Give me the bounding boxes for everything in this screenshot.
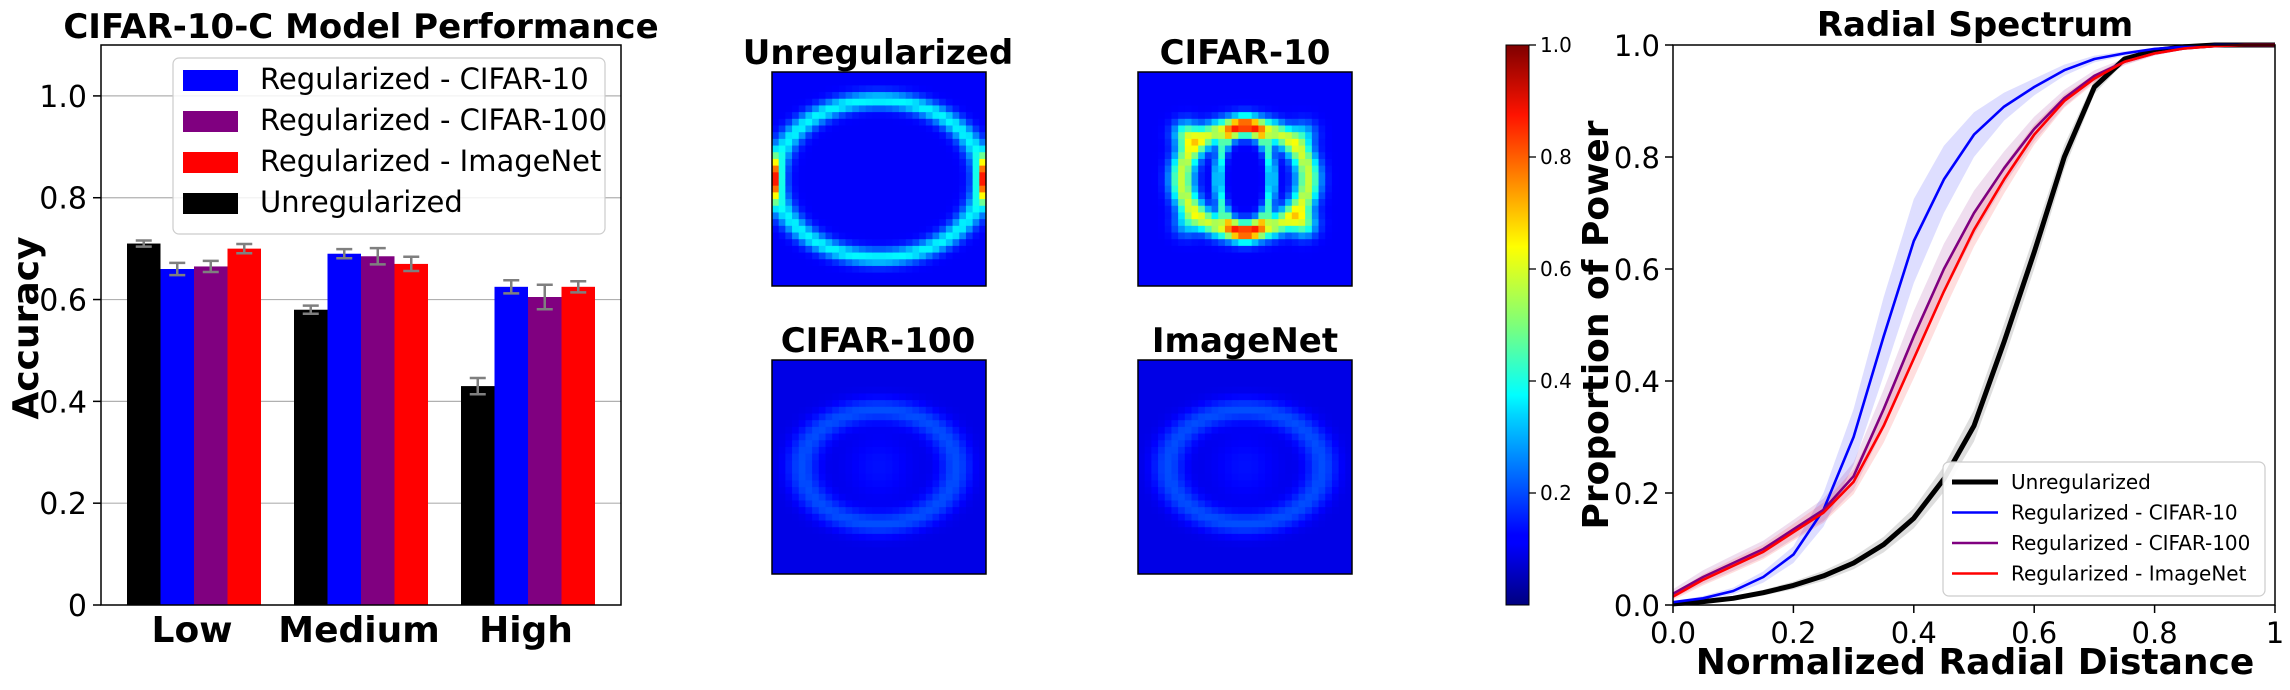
- bar-ytick-label: 1.0: [39, 80, 87, 115]
- line-ytick-label: 0.8: [1614, 141, 1660, 175]
- line-xtick-label: 0.2: [1770, 616, 1816, 650]
- line-xtick-label: 1: [2266, 616, 2284, 650]
- bar-chart-title: CIFAR-10-C Model Performance: [63, 7, 658, 47]
- line-regularized-cifar-10: [1672, 43, 2275, 604]
- line-xtick-label: 0.6: [2011, 616, 2057, 650]
- line-xtick-label: 0.8: [2132, 616, 2178, 650]
- bar-legend-swatch: [183, 111, 238, 132]
- line-chart-legend: Unregularized Regularized - CIFAR-10 Regul…: [1942, 461, 2266, 597]
- bar-regularized-cifar-10-low: [160, 269, 194, 605]
- heatmap-title-unregularized: Unregularized: [743, 33, 1013, 73]
- line-chart-title: Radial Spectrum: [1817, 5, 2133, 45]
- bar-chart-frame: [100, 44, 622, 606]
- bar-unregularized-medium: [294, 309, 328, 605]
- bar-chart-x-axis: Low Medium High: [152, 610, 573, 651]
- line-chart-panel: Radial Spectrum Proportion of Power Norm…: [1576, 5, 2284, 683]
- line-legend-box: [1942, 461, 2266, 597]
- heatmap-unregularized: [771, 71, 987, 287]
- bar-chart-legend: Regularized - CIFAR-10 Regularized - CIFA…: [172, 57, 607, 235]
- heatmap-title-cifar100: CIFAR-100: [781, 321, 976, 361]
- line-legend-label: Unregularized: [2011, 470, 2151, 494]
- bar-xtick-label: Low: [152, 610, 233, 651]
- bar-regularized-imagenet-medium: [394, 263, 428, 605]
- bar-ytick-label: 0.2: [39, 487, 87, 522]
- line-ytick-label: 0.0: [1614, 589, 1660, 623]
- bar-ytick-label: 0.6: [39, 284, 87, 319]
- bar-legend-swatch: [183, 193, 238, 214]
- bar-xtick-label: High: [479, 610, 573, 651]
- line-regularized-imagenet: [1672, 43, 2275, 598]
- heatmap-images: [771, 71, 1353, 575]
- colorbar-tick-label: 0.2: [1540, 481, 1572, 505]
- bar-legend-label: Regularized - CIFAR-10: [260, 62, 589, 96]
- bar-ytick-label: 0: [68, 589, 87, 624]
- heatmap-cifar-10: [1137, 71, 1353, 287]
- bar-regularized-cifar-10-medium: [327, 253, 361, 605]
- bar-chart-bars: [127, 239, 595, 606]
- colorbar-gradient: [1505, 44, 1530, 606]
- bar-ytick-label: 0.8: [39, 182, 87, 217]
- colorbar-ticks: 0.2 0.4 0.6 0.8 1.0: [1529, 33, 1572, 505]
- bar-chart-ylabel: Accuracy: [6, 236, 47, 419]
- heatmap-imagenet: [1137, 359, 1353, 575]
- bar-unregularized-low: [127, 243, 161, 605]
- line-chart-frame: [1672, 44, 2276, 606]
- heatmap-grid: Unregularized CIFAR-10 CIFAR-100 ImageNe…: [743, 33, 1353, 575]
- heatmap-title-imagenet: ImageNet: [1152, 321, 1338, 361]
- bar-regularized-cifar-100-medium: [361, 256, 395, 605]
- line-chart-xlabel: Normalized Radial Distance: [1696, 642, 2255, 683]
- line-ytick-label: 0.4: [1614, 365, 1660, 399]
- heatmap-frame: [1137, 359, 1353, 575]
- bar-legend-label: Regularized - CIFAR-100: [260, 103, 607, 137]
- bar-regularized-cifar-100-high: [528, 297, 562, 605]
- bar-regularized-imagenet-high: [561, 286, 595, 605]
- line-chart-series: [1672, 42, 2275, 607]
- bar-regularized-cifar-10-high: [494, 286, 528, 605]
- colorbar-tick-label: 0.6: [1540, 257, 1572, 281]
- bar-legend-label: Unregularized: [260, 185, 463, 219]
- bar-unregularized-high: [461, 386, 495, 605]
- line-ytick-label: 0.2: [1614, 477, 1660, 511]
- colorbar-tick-label: 0.4: [1540, 369, 1572, 393]
- line-xtick-label: 0.0: [1650, 616, 1696, 650]
- line-chart-confidence-bands: [1673, 45, 2275, 605]
- bar-chart-y-axis: 0 0.2 0.4 0.6 0.8 1.0: [39, 80, 101, 624]
- heatmap-frame: [771, 71, 987, 287]
- bar-regularized-cifar-100-low: [194, 266, 228, 605]
- colorbar-tick-label: 0.8: [1540, 145, 1572, 169]
- bar-regularized-imagenet-low: [227, 248, 261, 606]
- line-legend-label: Regularized - CIFAR-10: [2011, 501, 2238, 525]
- line-ytick-label: 1.0: [1614, 29, 1660, 63]
- line-chart-axes: 0.0 0.2 0.4 0.6 0.8 1 0.0 0.2 0.4 0.6 0.8 1.0: [1614, 29, 2284, 650]
- line-ytick-label: 0.6: [1614, 253, 1660, 287]
- colorbar-tick-label: 1.0: [1540, 33, 1572, 57]
- line-chart-ylabel: Proportion of Power: [1576, 120, 1617, 529]
- heatmap-frame: [1137, 71, 1353, 287]
- bar-xtick-label: Medium: [278, 610, 440, 651]
- bar-legend-swatch: [183, 70, 238, 91]
- heatmap-frame: [771, 359, 987, 575]
- bar-legend-box: [172, 57, 606, 235]
- bar-legend-swatch: [183, 152, 238, 173]
- bar-legend-label: Regularized - ImageNet: [260, 144, 601, 178]
- line-legend-label: Regularized - CIFAR-100: [2011, 531, 2250, 555]
- bar-ytick-label: 0.4: [39, 385, 87, 420]
- colorbar: 0.2 0.4 0.6 0.8 1.0: [1505, 33, 1572, 606]
- heatmap-title-cifar10: CIFAR-10: [1160, 33, 1331, 73]
- line-legend-label: Regularized - ImageNet: [2011, 562, 2247, 586]
- line-xtick-label: 0.4: [1891, 616, 1937, 650]
- bar-chart-panel: CIFAR-10-C Model Performance Accuracy 00…: [6, 7, 659, 651]
- heatmap-cifar-100: [771, 359, 987, 575]
- band-regularized-cifar-10: [1673, 45, 2275, 604]
